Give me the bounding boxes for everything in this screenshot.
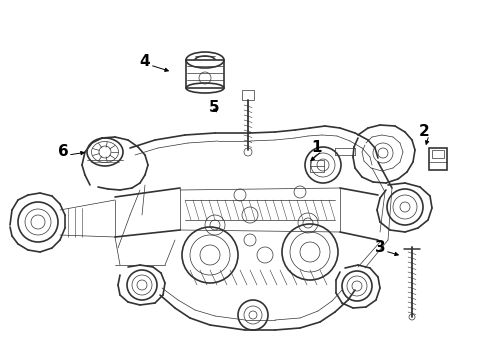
Bar [310, 160, 324, 172]
Bar [429, 148, 447, 170]
Text: 4: 4 [140, 54, 150, 69]
Text: 1: 1 [312, 140, 322, 156]
Text: 2: 2 [418, 125, 429, 139]
Text: 3: 3 [375, 240, 385, 256]
Text: 6: 6 [58, 144, 69, 159]
Bar [186, 60, 224, 88]
Text: 5: 5 [209, 100, 220, 116]
Bar [242, 90, 254, 100]
Bar [432, 150, 444, 158]
